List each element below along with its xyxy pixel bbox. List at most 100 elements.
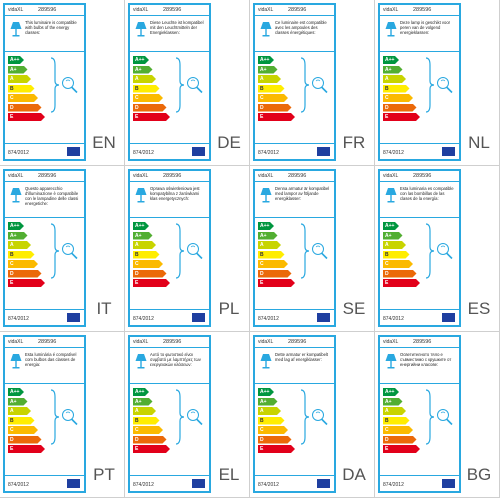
energy-class-bar: C bbox=[8, 94, 38, 102]
energy-class-scale: A++ A+ A B C D E bbox=[133, 56, 169, 123]
energy-class-bar: B bbox=[258, 417, 285, 425]
energy-class-scale: A++ A+ A B C D E bbox=[258, 388, 294, 455]
language-code: PT bbox=[93, 465, 115, 484]
compatibility-text: Deze lamp is geschikt voor peren van de … bbox=[400, 20, 451, 35]
energy-label-card: vidaXL 289596 Oprawa oświetleniowa jest ko… bbox=[128, 169, 211, 327]
energy-label-card: vidaXL 289596 This luminaire is compatible… bbox=[3, 3, 86, 161]
energy-class-bar: B bbox=[8, 85, 35, 93]
table-lamp-icon bbox=[385, 22, 397, 37]
bracket-icon bbox=[300, 223, 310, 279]
divider bbox=[255, 217, 334, 218]
regulation-number: 874/2012 bbox=[8, 150, 29, 156]
regulation-number: 874/2012 bbox=[8, 482, 29, 488]
eu-flag-icon bbox=[192, 313, 205, 322]
energy-class-bar: E bbox=[258, 445, 295, 453]
divider bbox=[130, 475, 209, 476]
divider bbox=[130, 51, 209, 52]
light-bulb-icon bbox=[62, 243, 78, 260]
energy-class-bar: A+ bbox=[258, 66, 278, 74]
brand-name: vidaXL bbox=[258, 7, 274, 13]
divider bbox=[380, 383, 459, 384]
table-lamp-icon bbox=[385, 354, 397, 369]
table-lamp-icon bbox=[135, 354, 147, 369]
compatibility-text: Questo apparecchio d'illuminazione è com… bbox=[25, 186, 79, 206]
energy-class-bar: A++ bbox=[133, 222, 149, 230]
product-code: 289596 bbox=[288, 339, 307, 345]
divider bbox=[380, 347, 459, 348]
energy-class-bar: A bbox=[383, 407, 406, 415]
energy-class-bar: D bbox=[258, 270, 292, 278]
divider bbox=[255, 181, 334, 182]
energy-label-card: vidaXL 289596 Esta luminaria es compatible… bbox=[378, 169, 461, 327]
energy-class-bar: A++ bbox=[258, 388, 274, 396]
bracket-icon bbox=[175, 389, 185, 445]
energy-class-bar: D bbox=[8, 104, 42, 112]
energy-class-bar: A bbox=[8, 407, 31, 415]
brand-name: vidaXL bbox=[8, 7, 24, 13]
label-cell-fr: vidaXL 289596 Ce luminaire est compatible … bbox=[250, 0, 375, 166]
product-code: 289596 bbox=[38, 7, 57, 13]
energy-class-bar: A+ bbox=[383, 66, 403, 74]
light-bulb-icon bbox=[312, 243, 328, 260]
language-code: ES bbox=[467, 299, 491, 318]
divider bbox=[255, 51, 334, 52]
energy-class-scale: A++ A+ A B C D E bbox=[133, 222, 169, 289]
energy-class-bar: A bbox=[8, 241, 31, 249]
language-code: PL bbox=[218, 299, 240, 318]
energy-class-bar: B bbox=[8, 417, 35, 425]
eu-flag-icon bbox=[192, 479, 205, 488]
energy-class-bar: A++ bbox=[8, 56, 24, 64]
label-cell-da: vidaXL 289596 Dette armatur er kompatibelt… bbox=[250, 332, 375, 498]
energy-class-bar: A bbox=[258, 241, 281, 249]
language-code: SE bbox=[342, 299, 366, 318]
regulation-number: 874/2012 bbox=[133, 482, 154, 488]
divider bbox=[380, 217, 459, 218]
light-bulb-icon bbox=[437, 243, 453, 260]
light-bulb-icon bbox=[437, 409, 453, 426]
brand-name: vidaXL bbox=[383, 7, 399, 13]
compatibility-text: Denna armatur är kompatibel med lampor a… bbox=[275, 186, 330, 201]
energy-class-bar: A bbox=[383, 241, 406, 249]
bracket-icon bbox=[50, 389, 60, 445]
energy-class-bar: D bbox=[383, 436, 417, 444]
energy-class-bar: C bbox=[8, 426, 38, 434]
label-cell-de: vidaXL 289596 Diese Leuchte ist kompatibel… bbox=[125, 0, 250, 166]
energy-class-scale: A++ A+ A B C D E bbox=[133, 388, 169, 455]
energy-class-bar: B bbox=[133, 85, 160, 93]
bracket-icon bbox=[425, 389, 435, 445]
divider bbox=[255, 309, 334, 310]
product-code: 289596 bbox=[413, 339, 432, 345]
divider bbox=[130, 15, 209, 16]
energy-class-bar: D bbox=[8, 270, 42, 278]
energy-class-bar: A+ bbox=[383, 232, 403, 240]
energy-class-bar: C bbox=[383, 94, 413, 102]
eu-flag-icon bbox=[442, 147, 455, 156]
compatibility-text: Diese Leuchte ist kompatibel mit den Leu… bbox=[150, 20, 204, 35]
divider bbox=[130, 309, 209, 310]
regulation-number: 874/2012 bbox=[133, 316, 154, 322]
compatibility-text: Осветителното тяло е съвместимо с крушки… bbox=[400, 352, 452, 367]
energy-class-scale: A++ A+ A B C D E bbox=[383, 388, 419, 455]
divider bbox=[5, 15, 84, 16]
compatibility-text: Esta luminaria es compatible con las bom… bbox=[400, 186, 454, 201]
brand-name: vidaXL bbox=[133, 7, 149, 13]
table-lamp-icon bbox=[10, 354, 22, 369]
light-bulb-icon bbox=[62, 409, 78, 426]
eu-flag-icon bbox=[67, 479, 80, 488]
divider bbox=[255, 15, 334, 16]
energy-class-bar: C bbox=[383, 426, 413, 434]
energy-class-bar: A+ bbox=[8, 232, 28, 240]
bracket-icon bbox=[175, 57, 185, 113]
bracket-icon bbox=[300, 57, 310, 113]
table-lamp-icon bbox=[385, 188, 397, 203]
product-code: 289596 bbox=[38, 339, 57, 345]
compatibility-text: Dette armatur er kompatibelt med lag af … bbox=[275, 352, 329, 362]
divider bbox=[380, 15, 459, 16]
energy-class-bar: A bbox=[383, 75, 406, 83]
brand-name: vidaXL bbox=[258, 339, 274, 345]
language-code: EL bbox=[218, 465, 240, 484]
energy-class-bar: A bbox=[133, 75, 156, 83]
label-cell-en: vidaXL 289596 This luminaire is compatible… bbox=[0, 0, 125, 166]
regulation-number: 874/2012 bbox=[8, 316, 29, 322]
